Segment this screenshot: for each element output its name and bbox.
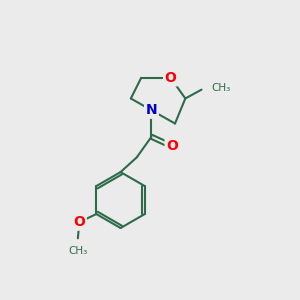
Text: N: N	[146, 103, 157, 117]
Text: O: O	[165, 71, 176, 85]
Text: CH₃: CH₃	[211, 83, 230, 93]
Text: O: O	[166, 139, 178, 153]
Text: CH₃: CH₃	[68, 246, 88, 256]
Text: O: O	[74, 215, 85, 229]
